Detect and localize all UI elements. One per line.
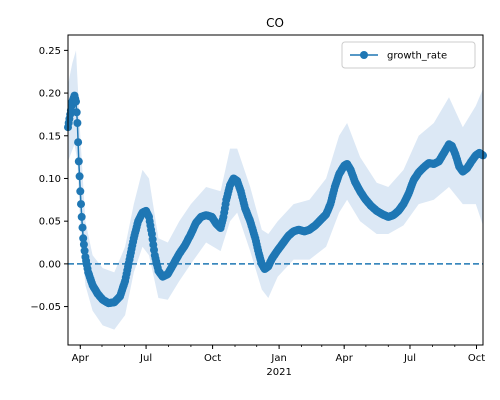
legend-marker-sample [360,51,368,59]
data-point [77,212,86,221]
data-point [74,138,83,147]
data-point [74,157,83,166]
x-tick-label: Jul [403,353,416,364]
data-point [79,240,88,249]
legend: growth_rate [341,41,476,69]
x-tick-label: Apr [336,353,354,364]
data-point [73,119,82,127]
x-tick-label: Jul [139,353,152,364]
y-tick-label: −0.05 [30,302,61,313]
data-point [75,172,84,181]
series-markers [64,91,487,308]
y-tick-label: 0.25 [39,46,61,57]
x-year-label: 2021 [266,367,291,378]
data-point [77,200,85,209]
x-tick-label: Apr [72,353,90,364]
y-tick-label: 0.05 [39,217,61,228]
x-tick-label: Oct [204,353,221,364]
chart-title: CO [266,16,284,30]
data-point [78,223,87,232]
axes-frame [67,34,484,346]
x-tick-label: Jan [270,353,286,364]
data-point [72,97,80,106]
data-point [72,108,81,117]
confidence-band [68,50,483,330]
data-point [79,234,88,243]
plot-area: −0.05 0.00 0.05 0.10 0.15 0.20 0.25 Apr Jul Oct Ja… [30,34,487,378]
y-tick-label: 0.00 [39,259,61,270]
data-point [80,246,89,255]
data-point [76,187,85,196]
legend-box [341,41,476,69]
y-tick-label: 0.10 [39,174,61,185]
x-tick-label: Oct [468,353,485,364]
y-tick-label: 0.20 [39,89,61,100]
y-tick-label: 0.15 [39,131,61,142]
legend-label-growth-rate: growth_rate [387,51,447,62]
